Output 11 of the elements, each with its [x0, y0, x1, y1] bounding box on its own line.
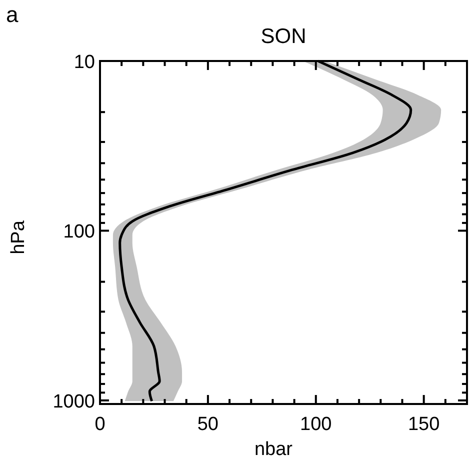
- y-tick-label: 100: [63, 222, 95, 243]
- x-tick-label: 50: [197, 414, 219, 435]
- y-tick-label: 1000: [52, 391, 95, 412]
- chart-title: SON: [260, 25, 306, 48]
- y-axis-title: hPa: [8, 220, 29, 254]
- x-tick-label: 100: [300, 414, 332, 435]
- x-axis-title: nbar: [254, 439, 294, 460]
- y-tick-label: 10: [74, 52, 95, 73]
- x-tick-label: 150: [408, 414, 440, 435]
- x-tick-label: 0: [94, 414, 106, 435]
- text: a: [6, 2, 19, 27]
